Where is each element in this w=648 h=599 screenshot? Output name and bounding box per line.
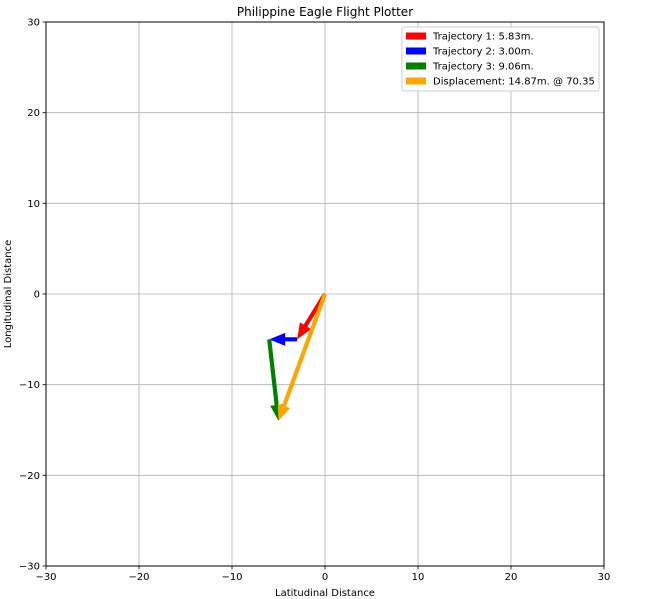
x-axis-label: Latitudinal Distance bbox=[275, 588, 375, 599]
y-tick-label: 10 bbox=[27, 199, 40, 210]
legend-swatch bbox=[406, 32, 426, 40]
y-tick-label: −20 bbox=[19, 471, 40, 482]
x-tick-label: 0 bbox=[322, 572, 328, 583]
y-tick-label: 20 bbox=[27, 108, 40, 119]
trajectory-arrow-4 bbox=[277, 293, 327, 421]
legend: Trajectory 1: 5.83m. Trajectory 2: 3.00m.… bbox=[401, 26, 600, 92]
legend-box bbox=[401, 26, 600, 92]
legend-entry-label: Trajectory 1: 5.83m. bbox=[432, 32, 534, 43]
legend-swatch bbox=[406, 77, 426, 85]
x-tick-label: 10 bbox=[412, 572, 425, 583]
y-axis-label: Longitudinal Distance bbox=[3, 240, 14, 349]
y-tick-label: 30 bbox=[27, 18, 40, 29]
trajectory-arrow-3 bbox=[267, 339, 284, 421]
legend-swatch bbox=[406, 47, 426, 55]
legend-entry-label: Displacement: 14.87m. @ 70.35 bbox=[433, 77, 595, 88]
arrow-layer bbox=[267, 292, 327, 421]
x-tick-label: −30 bbox=[35, 572, 56, 583]
x-tick-label: 30 bbox=[598, 572, 611, 583]
x-tick-label: −20 bbox=[128, 572, 149, 583]
x-tick-label: 20 bbox=[505, 572, 518, 583]
tick-layer: −30 −20 −10 0 10 20 30 −30 −20 −10 0 10 20 30 bbox=[19, 18, 610, 584]
trajectory-arrow-2 bbox=[269, 332, 298, 346]
legend-swatch bbox=[406, 62, 426, 70]
x-tick-label: −10 bbox=[221, 572, 242, 583]
y-tick-label: 0 bbox=[34, 290, 40, 301]
legend-entry-label: Trajectory 2: 3.00m. bbox=[432, 47, 534, 58]
y-tick-label: −10 bbox=[19, 380, 40, 391]
y-tick-label: −30 bbox=[19, 562, 40, 573]
legend-entry-label: Trajectory 3: 9.06m. bbox=[432, 62, 534, 73]
chart-title: Philippine Eagle Flight Plotter bbox=[237, 5, 413, 19]
